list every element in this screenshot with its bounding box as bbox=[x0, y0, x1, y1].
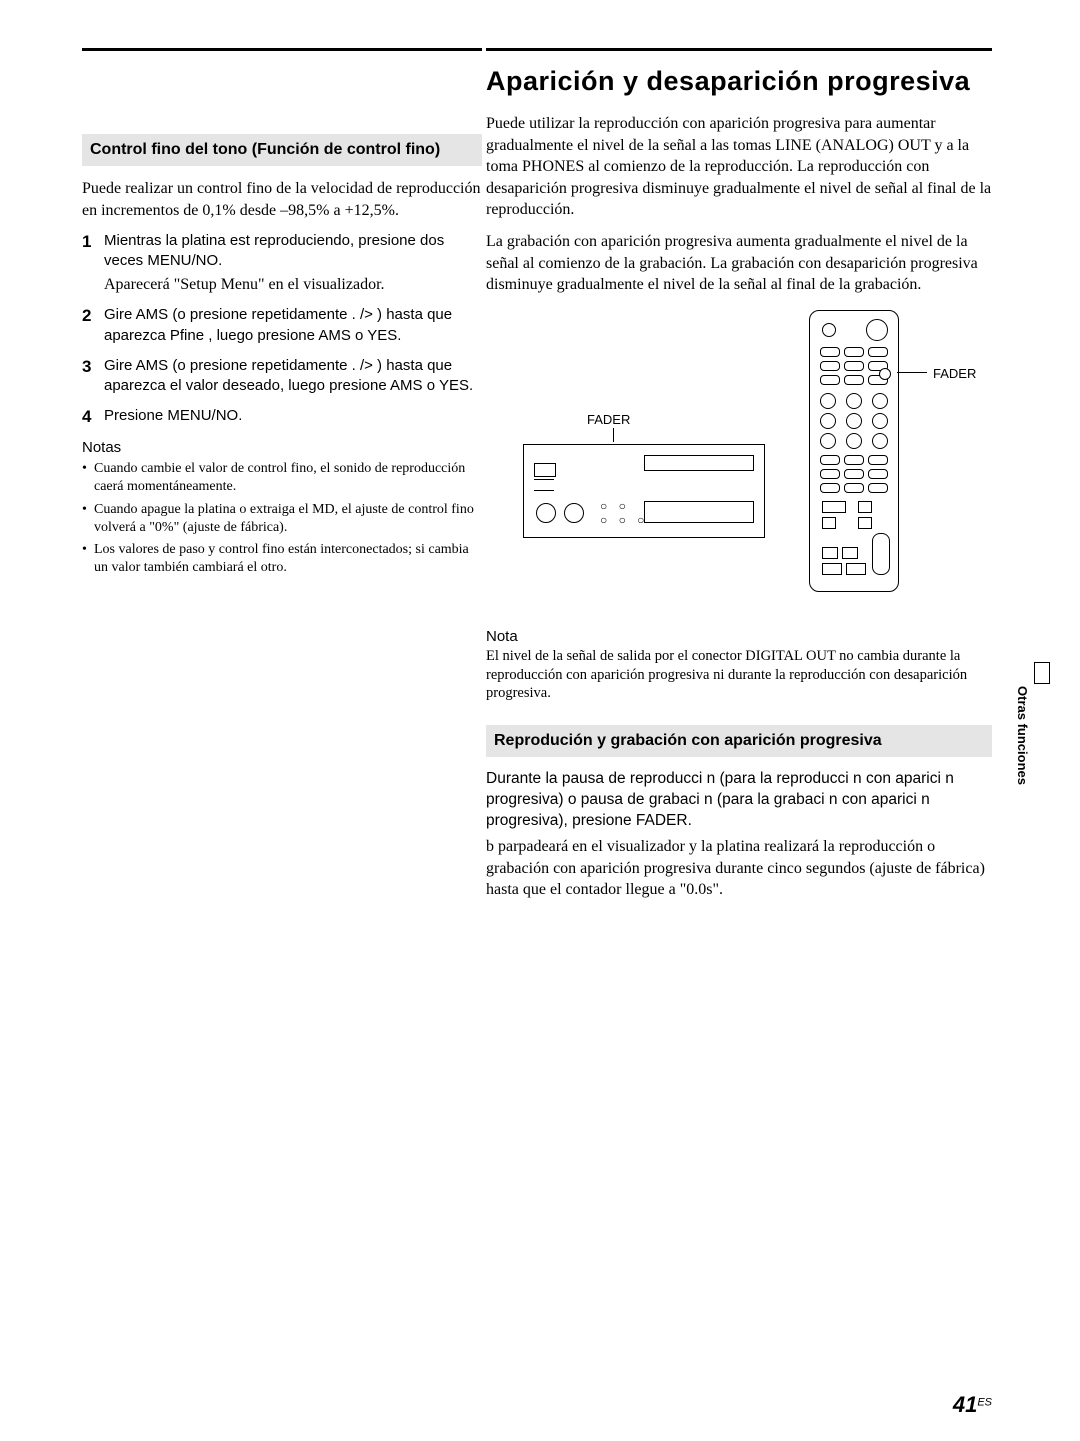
step-text: Presione MENU/NO. bbox=[104, 407, 242, 424]
deck-fader-label: FADER bbox=[587, 412, 630, 427]
steps-list: 1 Mientras la platina est reproduciendo,… bbox=[82, 231, 482, 429]
section-heading: Control fino del tono (Función de contro… bbox=[82, 134, 482, 166]
callout-dot-icon bbox=[879, 368, 891, 380]
step-text: Mientras la platina est reproduciendo, p… bbox=[104, 232, 444, 269]
step-number: 2 bbox=[82, 305, 104, 346]
note-paragraph: El nivel de la señal de salida por el co… bbox=[486, 647, 992, 704]
subsection-text: b parpadeará en el visualizador y la pla… bbox=[486, 836, 992, 901]
step-text: Gire AMS (o presione repetidamente . /> … bbox=[104, 306, 452, 343]
top-rule-right bbox=[486, 48, 992, 51]
step-subtext: Aparecerá "Setup Menu" en el visualizado… bbox=[104, 274, 482, 296]
notes-list: •Cuando cambie el valor de control fino,… bbox=[82, 460, 482, 577]
side-tab-icon bbox=[1034, 662, 1050, 684]
subsection-heading: Reprodución y grabación con aparición pr… bbox=[486, 725, 992, 757]
step-item: 3 Gire AMS (o presione repetidamente . /… bbox=[82, 356, 482, 397]
paragraph: La grabación con aparición progresiva au… bbox=[486, 231, 992, 296]
note-item: •Los valores de paso y control fino está… bbox=[82, 541, 482, 577]
deck-unit-icon: ○ ○○ ○ ○ bbox=[523, 444, 765, 538]
step-text: Gire AMS (o presione repetidamente . /> … bbox=[104, 357, 473, 394]
step-number: 3 bbox=[82, 356, 104, 397]
step-number: 1 bbox=[82, 231, 104, 295]
step-item: 4 Presione MENU/NO. bbox=[82, 406, 482, 429]
subsection-text: Durante la pausa de reproducci n (para l… bbox=[486, 769, 992, 832]
note-heading: Nota bbox=[486, 628, 992, 645]
device-diagram: FADER ○ ○○ ○ ○ bbox=[509, 310, 969, 600]
leader-line bbox=[613, 428, 614, 442]
remote-fader-label: FADER bbox=[933, 366, 976, 381]
note-item: •Cuando apague la platina o extraiga el … bbox=[82, 501, 482, 537]
step-item: 1 Mientras la platina est reproduciendo,… bbox=[82, 231, 482, 295]
page-number: 41ES bbox=[953, 1392, 992, 1418]
right-column: Aparición y desaparición progresiva Pued… bbox=[486, 66, 992, 911]
top-rule-left bbox=[82, 48, 482, 51]
notes-heading: Notas bbox=[82, 439, 482, 456]
left-column: Control fino del tono (Función de contro… bbox=[82, 66, 482, 581]
remote-control-icon bbox=[809, 310, 899, 592]
main-heading: Aparición y desaparición progresiva bbox=[486, 66, 992, 97]
paragraph: Puede utilizar la reproducción con apari… bbox=[486, 113, 992, 221]
step-item: 2 Gire AMS (o presione repetidamente . /… bbox=[82, 305, 482, 346]
side-section-label: Otras funciones bbox=[1015, 686, 1030, 785]
note-item: •Cuando cambie el valor de control fino,… bbox=[82, 460, 482, 496]
step-number: 4 bbox=[82, 406, 104, 429]
intro-paragraph: Puede realizar un control fino de la vel… bbox=[82, 178, 482, 221]
leader-line bbox=[897, 372, 927, 373]
